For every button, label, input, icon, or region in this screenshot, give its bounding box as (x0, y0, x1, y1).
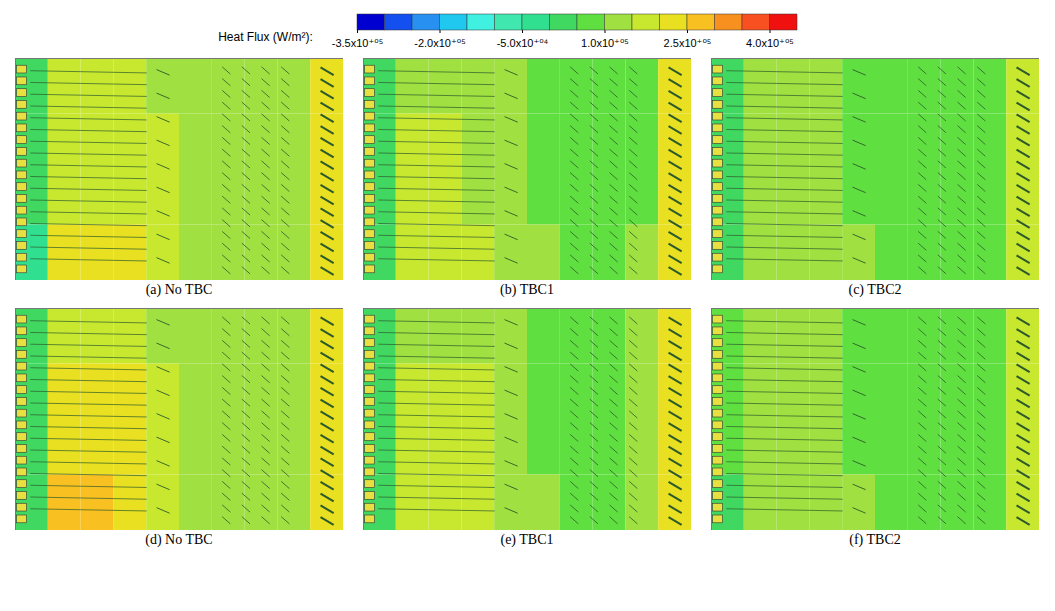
html-text:(d) No TBC: (d) No TBC (145, 532, 213, 547)
html-text:(b) TBC1: (b) TBC1 (500, 282, 554, 297)
svg-text:4.0x10⁺⁰⁵: 4.0x10⁺⁰⁵ (746, 37, 794, 49)
svg-text:-2.0x10⁺⁰⁵: -2.0x10⁺⁰⁵ (414, 37, 465, 49)
html-text:(c) TBC2: (c) TBC2 (848, 282, 902, 297)
html-text:(e) TBC1: (e) TBC1 (500, 532, 554, 547)
html-text:Heat Flux (W/m²):: Heat Flux (W/m²): (218, 30, 313, 44)
svg-text:-3.5x10⁺⁰⁵: -3.5x10⁺⁰⁵ (332, 37, 383, 49)
svg-text:1.0x10⁺⁰⁵: 1.0x10⁺⁰⁵ (581, 37, 629, 49)
html-text:(f) TBC2: (f) TBC2 (849, 532, 901, 547)
html-text:(a) No TBC: (a) No TBC (145, 282, 213, 297)
svg-text:2.5x10⁺⁰⁵: 2.5x10⁺⁰⁵ (663, 37, 711, 49)
svg-text:-5.0x10⁺⁰⁴: -5.0x10⁺⁰⁴ (497, 37, 549, 49)
